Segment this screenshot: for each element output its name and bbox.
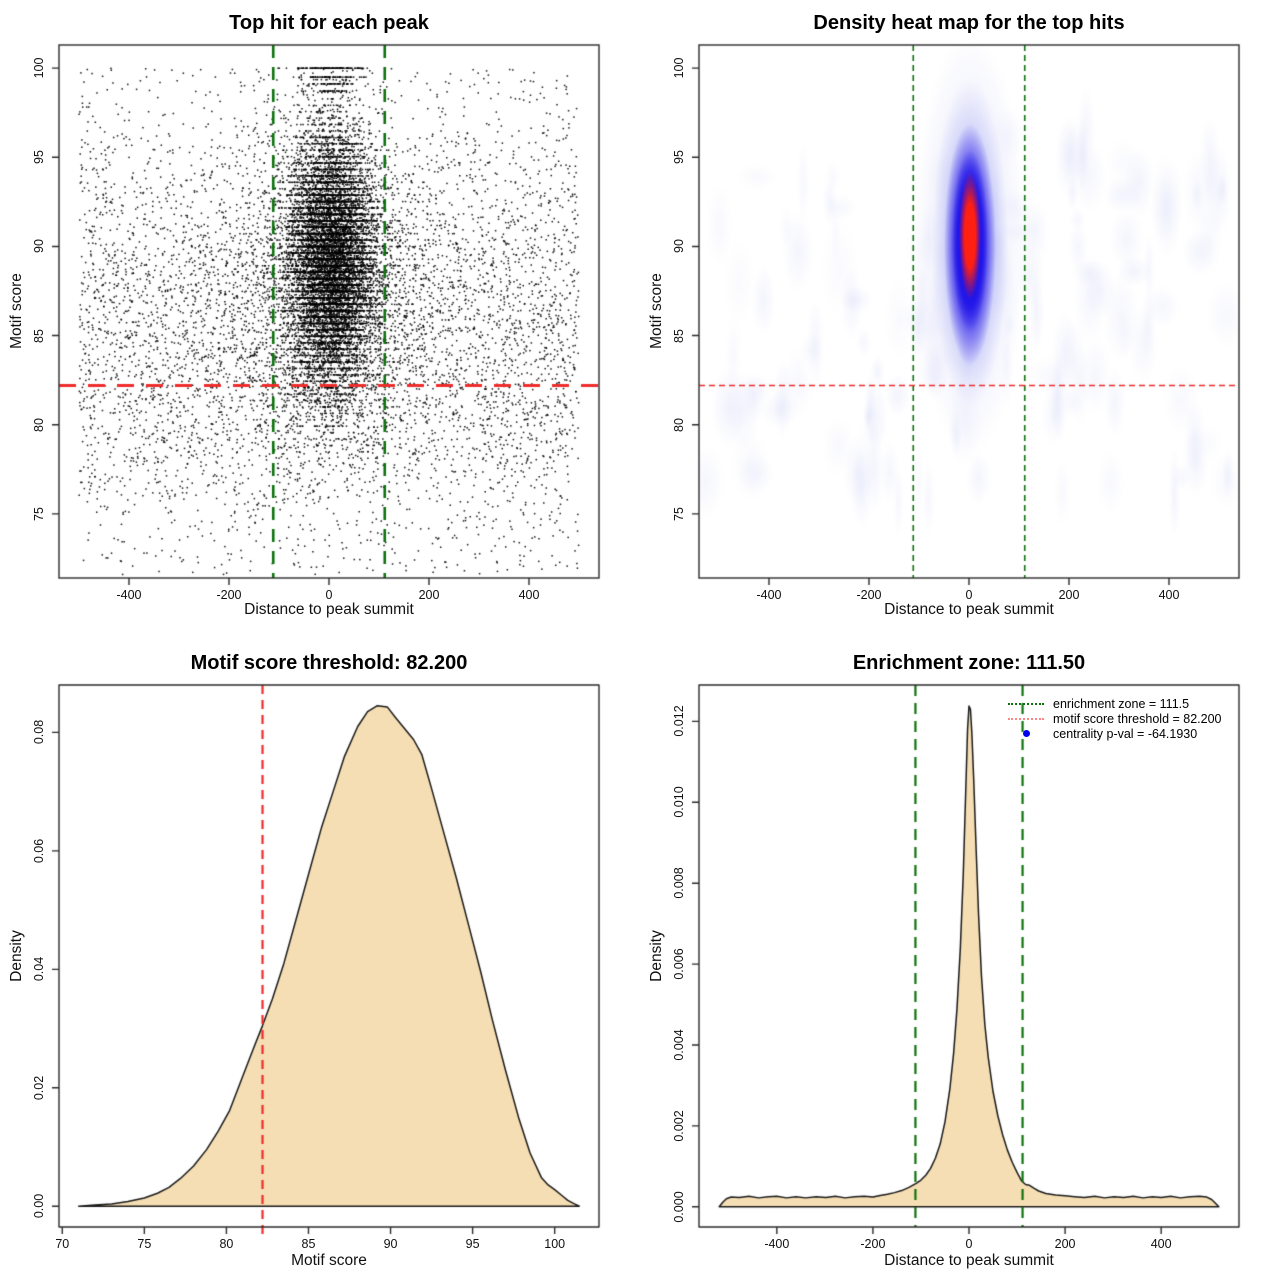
x-tick-label: 70 — [55, 1237, 70, 1251]
x-tick-label: 85 — [301, 1237, 316, 1251]
y-tick-label: 100 — [32, 57, 46, 79]
y-tick-label: 75 — [32, 506, 46, 521]
distance-density-canvas — [640, 640, 1280, 1280]
legend-dot-icon — [1008, 730, 1044, 738]
y-tick-label: 0.00 — [32, 1194, 46, 1219]
x-tick-label: -200 — [860, 1237, 886, 1251]
x-tick-label: 75 — [137, 1237, 152, 1251]
y-tick-label: 80 — [32, 417, 46, 432]
legend-label: motif score threshold = 82.200 — [1053, 711, 1222, 726]
y-tick-label: 95 — [32, 150, 46, 165]
x-tick-label: 0 — [325, 588, 333, 602]
y-tick-label: 0.010 — [672, 786, 686, 818]
x-tick-label: -200 — [216, 588, 242, 602]
x-axis-label: Distance to peak summit — [244, 601, 414, 618]
legend-label: centrality p-val = -64.1930 — [1053, 726, 1198, 741]
panel-enrichment-zone-density: Enrichment zone: 111.50 Density Distance… — [640, 640, 1280, 1280]
legend-label: enrichment zone = 111.5 — [1053, 696, 1190, 711]
heatmap-canvas — [640, 0, 1280, 640]
panel-motif-score-density: Motif score threshold: 82.200 Density Mo… — [0, 640, 640, 1280]
y-tick-label: 85 — [32, 328, 46, 343]
x-tick-label: 95 — [465, 1237, 480, 1251]
panel-title: Motif score threshold: 82.200 — [190, 652, 468, 674]
y-tick-label: 0.08 — [32, 720, 46, 745]
panel-title: Enrichment zone: 111.50 — [852, 652, 1086, 674]
x-tick-label: 80 — [219, 1237, 234, 1251]
y-axis-label: Density — [8, 930, 25, 982]
legend-line-icon — [1008, 702, 1044, 705]
x-axis-label: Motif score — [291, 1252, 367, 1269]
y-tick-label: 0.012 — [672, 705, 686, 738]
legend-item: motif score threshold = 82.200 — [1008, 711, 1222, 726]
y-tick-label: 95 — [672, 150, 686, 165]
dot-marker-icon — [1022, 730, 1030, 738]
x-tick-label: 0 — [965, 588, 973, 602]
y-tick-label: 0.000 — [672, 1191, 686, 1223]
y-axis-label: Motif score — [8, 273, 25, 349]
x-axis-label: Distance to peak summit — [884, 1252, 1054, 1269]
x-tick-label: -400 — [756, 588, 782, 602]
y-tick-label: 0.02 — [32, 1075, 46, 1100]
y-tick-label: 85 — [672, 328, 686, 343]
y-axis-label: Density — [648, 930, 665, 982]
x-tick-label: 400 — [518, 588, 540, 602]
y-tick-label: 0.008 — [672, 867, 686, 899]
x-tick-label: 400 — [1150, 1237, 1172, 1251]
y-tick-label: 80 — [672, 417, 686, 432]
x-axis-label: Distance to peak summit — [884, 601, 1054, 618]
plot-legend: enrichment zone = 111.5 motif score thres… — [1008, 696, 1222, 742]
score-density-canvas — [0, 640, 640, 1280]
panel-title: Top hit for each peak — [229, 12, 429, 34]
x-tick-label: 90 — [383, 1237, 398, 1251]
y-tick-label: 100 — [672, 57, 686, 79]
x-tick-label: 0 — [965, 1237, 973, 1251]
x-tick-label: 100 — [544, 1237, 566, 1251]
y-tick-label: 0.006 — [672, 948, 686, 980]
y-tick-label: 0.06 — [32, 838, 46, 864]
x-tick-label: 400 — [1158, 588, 1180, 602]
legend-item: centrality p-val = -64.1930 — [1008, 726, 1222, 741]
y-tick-label: 0.04 — [32, 957, 46, 982]
dotted-line-icon — [1008, 717, 1044, 720]
panel-title: Density heat map for the top hits — [813, 12, 1125, 34]
legend-item: enrichment zone = 111.5 — [1008, 696, 1222, 711]
y-axis-label: Motif score — [648, 273, 665, 349]
dotted-line-icon — [1008, 702, 1044, 705]
y-tick-label: 90 — [672, 239, 686, 254]
y-tick-label: 75 — [672, 506, 686, 521]
x-tick-label: 200 — [418, 588, 440, 602]
x-tick-label: -200 — [856, 588, 882, 602]
y-tick-label: 0.002 — [672, 1110, 686, 1142]
panel-density-heatmap: Density heat map for the top hits Motif … — [640, 0, 1280, 640]
x-tick-label: -400 — [116, 588, 142, 602]
scatter-plot-canvas — [0, 0, 640, 640]
legend-line-icon — [1008, 717, 1044, 720]
x-tick-label: -400 — [764, 1237, 790, 1251]
y-tick-label: 90 — [32, 239, 46, 254]
x-tick-label: 200 — [1058, 588, 1080, 602]
x-tick-label: 200 — [1054, 1237, 1076, 1251]
y-tick-label: 0.004 — [672, 1029, 686, 1061]
panel-top-hit-scatter: Top hit for each peak Motif score Distan… — [0, 0, 640, 640]
